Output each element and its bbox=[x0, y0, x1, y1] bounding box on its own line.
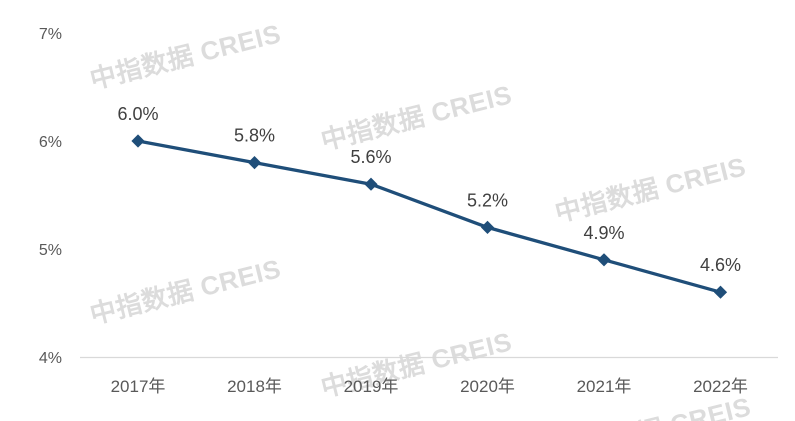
y-tick-label: 5% bbox=[39, 242, 62, 259]
x-tick-label: 2022年 bbox=[693, 377, 748, 396]
data-point-label: 5.2% bbox=[467, 190, 508, 210]
data-point-marker bbox=[713, 285, 728, 299]
y-tick-label: 6% bbox=[39, 134, 62, 151]
data-point-marker bbox=[131, 134, 145, 148]
x-tick-label: 2018年 bbox=[227, 377, 282, 396]
data-point-marker bbox=[364, 177, 378, 191]
x-tick-label: 2021年 bbox=[577, 377, 632, 396]
data-point-marker bbox=[480, 220, 495, 234]
trend-line bbox=[136, 139, 723, 294]
data-point-marker bbox=[597, 253, 611, 267]
x-tick-label: 2017年 bbox=[111, 377, 166, 396]
data-point-label: 5.6% bbox=[350, 147, 391, 167]
data-point-label: 4.9% bbox=[583, 223, 624, 243]
x-tick-label: 2019年 bbox=[344, 377, 399, 396]
x-tick-label: 2020年 bbox=[460, 377, 515, 396]
data-point-marker bbox=[247, 156, 262, 170]
y-tick-label: 7% bbox=[39, 26, 62, 43]
data-point-label: 5.8% bbox=[234, 126, 275, 146]
data-point-label: 6.0% bbox=[117, 104, 158, 124]
data-point-label: 4.6% bbox=[700, 255, 741, 275]
y-tick-label: 4% bbox=[39, 350, 62, 367]
